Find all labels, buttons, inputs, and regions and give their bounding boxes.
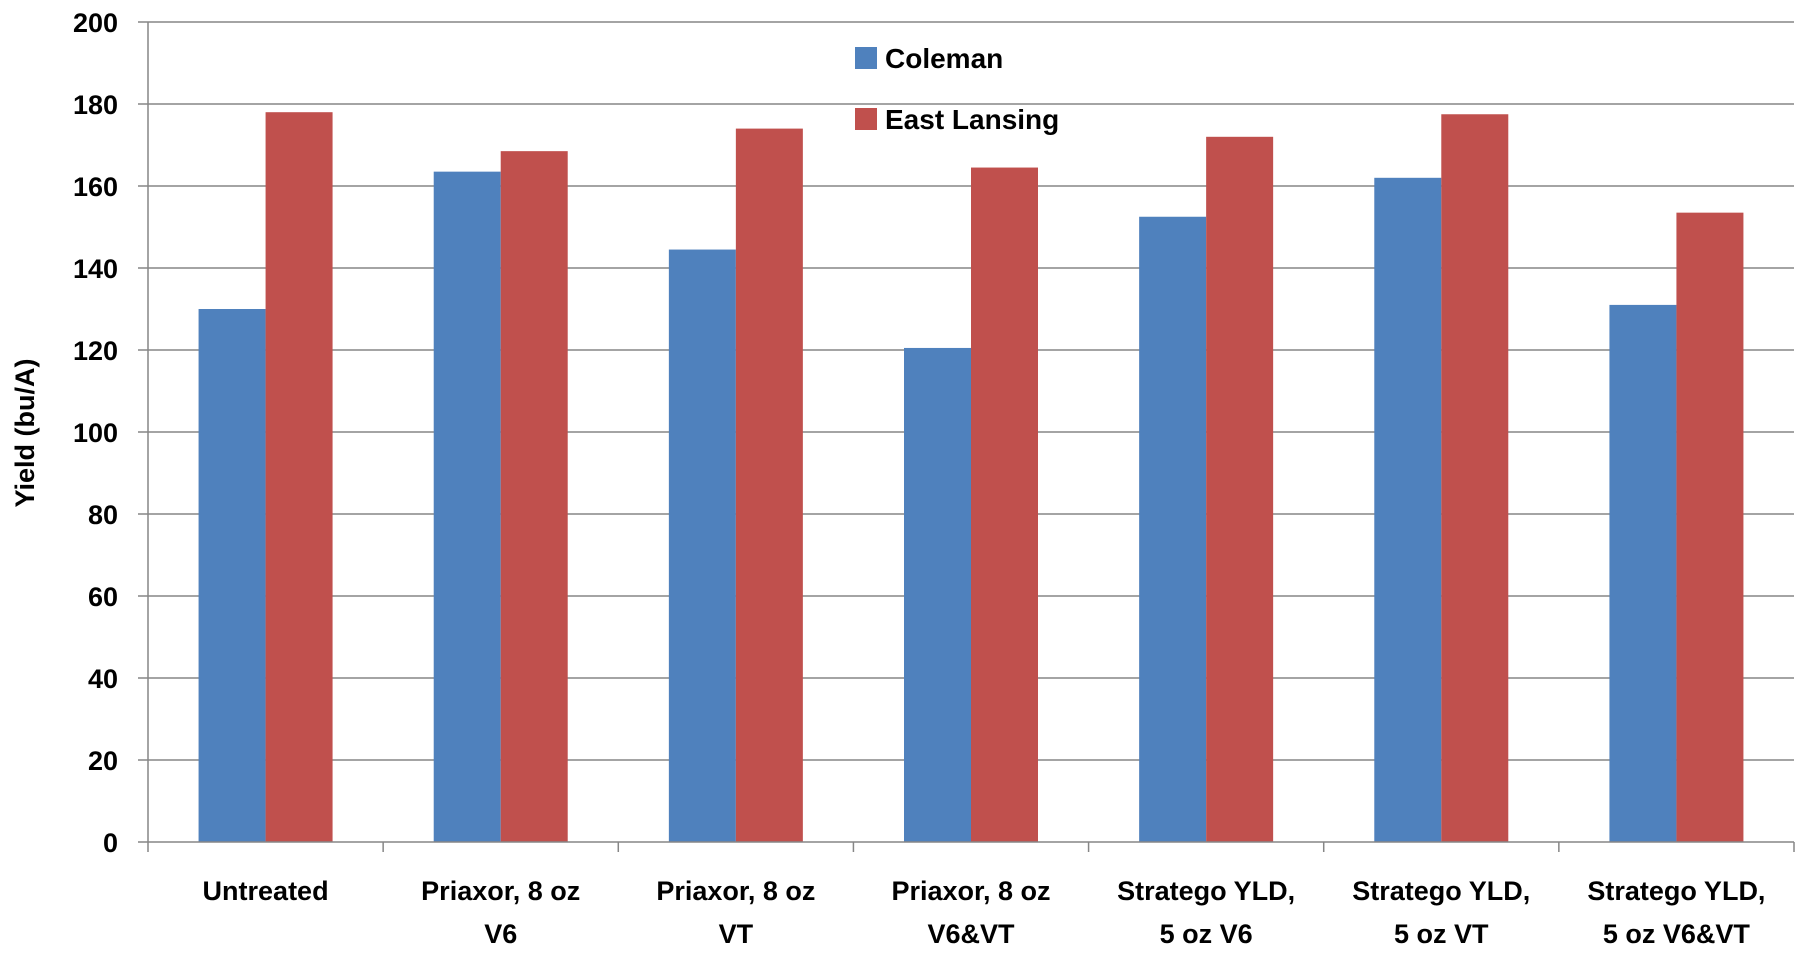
y-tick-label: 60	[88, 582, 118, 612]
x-category-label: VT	[719, 919, 754, 949]
x-category-label: Untreated	[203, 876, 329, 906]
x-category-label: 5 oz V6	[1160, 919, 1253, 949]
y-tick-label: 80	[88, 500, 118, 530]
y-tick-label: 140	[73, 254, 118, 284]
bar-coleman	[904, 347, 971, 842]
legend: Coleman East Lansing	[855, 43, 1059, 135]
bars	[198, 112, 1744, 843]
y-tick-label: 0	[103, 828, 118, 858]
x-category-label: 5 oz V6&VT	[1603, 919, 1751, 949]
legend-label: East Lansing	[885, 104, 1059, 135]
legend-swatch	[855, 47, 877, 69]
bar-east-lansing	[735, 128, 803, 843]
x-category-label: V6&VT	[927, 919, 1015, 949]
x-category-label: 5 oz VT	[1394, 919, 1489, 949]
bar-east-lansing	[265, 112, 333, 842]
x-category-label: Priaxor, 8 oz	[656, 876, 815, 906]
x-category-label: Priaxor, 8 oz	[891, 876, 1050, 906]
y-tick-label: 160	[73, 172, 118, 202]
legend-label: Coleman	[885, 43, 1003, 74]
x-category-label: Stratego YLD,	[1352, 876, 1530, 906]
x-category-label: V6	[484, 919, 517, 949]
axes	[138, 21, 1795, 852]
y-tick-label: 200	[73, 8, 118, 38]
x-category-label: Priaxor, 8 oz	[421, 876, 580, 906]
legend-swatch	[855, 108, 877, 130]
bar-east-lansing	[1441, 114, 1509, 842]
bar-east-lansing	[971, 167, 1038, 843]
x-category-label: Stratego YLD,	[1117, 876, 1295, 906]
y-tick-label: 40	[88, 664, 118, 694]
bar-coleman	[198, 309, 266, 842]
bar-coleman	[1609, 304, 1677, 842]
bar-coleman	[668, 249, 736, 843]
y-tick-label: 180	[73, 90, 118, 120]
bar-coleman	[433, 171, 501, 842]
x-category-label: Stratego YLD,	[1587, 876, 1765, 906]
bar-coleman	[1374, 177, 1442, 843]
bar-east-lansing	[500, 151, 568, 842]
y-axis-title: Yield (bu/A)	[10, 359, 40, 508]
bar-east-lansing	[1676, 212, 1744, 842]
y-tick-label: 120	[73, 336, 118, 366]
y-tick-label: 100	[73, 418, 118, 448]
y-tick-label: 20	[88, 746, 118, 776]
bar-east-lansing	[1206, 136, 1274, 843]
tick-labels: 0 20 40 60 80 100 120 140 160 180 200 Untreated Pria…	[73, 8, 1766, 949]
bar-coleman	[1139, 216, 1207, 842]
